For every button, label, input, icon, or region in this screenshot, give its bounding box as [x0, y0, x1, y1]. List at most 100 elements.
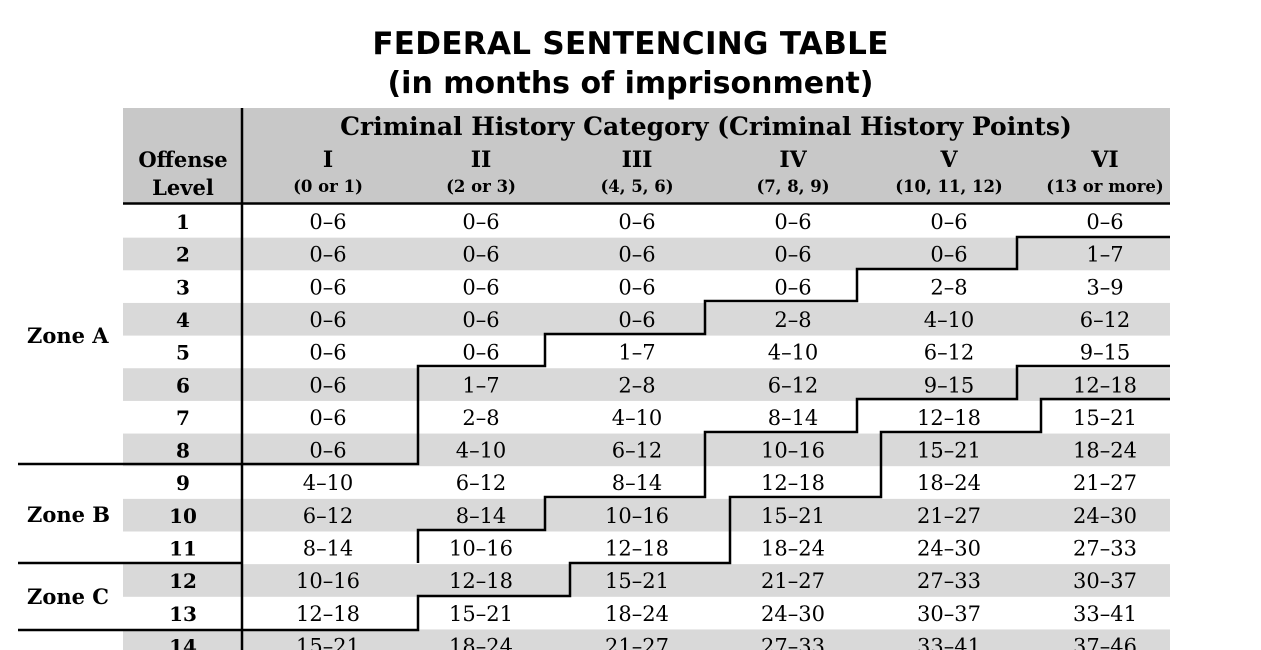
sentence-range-cell: 0–6 — [930, 243, 967, 267]
zone-label: Zone B — [27, 502, 110, 527]
sentence-range-cell: 0–6 — [618, 243, 655, 267]
sentence-range-cell: 0–6 — [618, 210, 655, 234]
sentence-range-cell: 0–6 — [774, 210, 811, 234]
sentence-range-cell: 0–6 — [309, 210, 346, 234]
sentence-range-cell: 18–24 — [761, 537, 825, 561]
sentence-range-cell: 10–16 — [605, 504, 669, 528]
sentence-range-cell: 0–6 — [1086, 210, 1123, 234]
table-row-stripe — [123, 564, 1170, 597]
sentence-range-cell: 0–6 — [930, 210, 967, 234]
sentence-range-cell: 0–6 — [774, 243, 811, 267]
category-heading: VI — [1090, 147, 1118, 173]
sentence-range-cell: 27–33 — [1073, 537, 1137, 561]
sentence-range-cell: 0–6 — [462, 341, 499, 365]
sentence-range-cell: 21–27 — [605, 634, 669, 650]
sentence-range-cell: 21–27 — [917, 504, 981, 528]
table-row-stripe — [123, 237, 1170, 271]
offense-level-cell: 7 — [176, 406, 190, 430]
category-points: (4, 5, 6) — [600, 177, 673, 196]
sentence-range-cell: 27–33 — [917, 569, 981, 593]
offense-level-cell: 6 — [176, 373, 190, 397]
sentence-range-cell: 21–27 — [761, 569, 825, 593]
sentence-range-cell: 1–7 — [618, 341, 655, 365]
sentence-range-cell: 0–6 — [774, 275, 811, 299]
category-points: (13 or more) — [1046, 177, 1163, 196]
sentence-range-cell: 9–15 — [1080, 341, 1131, 365]
table-header-background — [123, 108, 1170, 203]
offense-level-cell: 1 — [176, 210, 190, 234]
zone-c-boundary — [242, 397, 1170, 632]
offense-level-cell: 11 — [169, 537, 197, 561]
sentence-range-cell: 0–6 — [618, 308, 655, 332]
sentence-range-cell: 4–10 — [303, 471, 354, 495]
offense-level-heading: Level — [152, 175, 214, 200]
category-heading: III — [622, 147, 653, 173]
sentence-range-cell: 6–12 — [612, 439, 663, 463]
sentence-range-cell: 12–18 — [917, 406, 981, 430]
category-heading: V — [939, 147, 958, 173]
table-row-stripe — [123, 302, 1170, 336]
offense-level-cell: 9 — [176, 471, 190, 495]
sentence-range-cell: 0–6 — [309, 373, 346, 397]
table-row-stripe — [123, 629, 1170, 650]
sentence-range-cell: 6–12 — [1080, 308, 1131, 332]
offense-level-cell: 14 — [169, 634, 197, 650]
sentence-range-cell: 18–24 — [1073, 439, 1137, 463]
sentence-range-cell: 2–8 — [618, 373, 655, 397]
sentence-range-cell: 0–6 — [462, 243, 499, 267]
offense-level-cell: 8 — [176, 439, 190, 463]
sentence-range-cell: 0–6 — [309, 341, 346, 365]
sentence-range-cell: 24–30 — [1073, 504, 1137, 528]
sentence-range-cell: 12–18 — [1073, 373, 1137, 397]
sentence-range-cell: 0–6 — [462, 308, 499, 332]
zone-b-boundary — [416, 364, 1170, 563]
table-row-stripe — [123, 433, 1170, 467]
sentence-range-cell: 4–10 — [924, 308, 975, 332]
sentence-range-cell: 2–8 — [774, 308, 811, 332]
sentence-range-cell: 15–21 — [605, 569, 669, 593]
sentence-range-cell: 18–24 — [449, 634, 513, 650]
offense-level-cell: 13 — [169, 602, 197, 626]
sentence-range-cell: 10–16 — [761, 439, 825, 463]
page-subtitle: (in months of imprisonment) — [387, 66, 874, 101]
sentence-range-cell: 15–21 — [449, 602, 513, 626]
page-title: FEDERAL SENTENCING TABLE — [372, 26, 889, 62]
sentence-range-cell: 4–10 — [456, 439, 507, 463]
sentence-range-cell: 15–21 — [917, 439, 981, 463]
sentence-range-cell: 33–41 — [1073, 602, 1137, 626]
category-heading: IV — [779, 147, 807, 173]
category-points: (2 or 3) — [446, 177, 516, 196]
sentence-range-cell: 10–16 — [296, 569, 360, 593]
zone-label: Zone C — [27, 584, 109, 609]
sentence-range-cell: 27–33 — [761, 634, 825, 650]
sentence-range-cell: 15–21 — [761, 504, 825, 528]
sentence-range-cell: 6–12 — [303, 504, 354, 528]
zone-a-boundary — [242, 235, 1170, 466]
category-points: (7, 8, 9) — [756, 177, 829, 196]
sentence-range-cell: 6–12 — [924, 341, 975, 365]
sentence-range-cell: 18–24 — [917, 471, 981, 495]
offense-level-cell: 12 — [169, 569, 197, 593]
sentence-range-cell: 3–9 — [1086, 275, 1123, 299]
sentence-range-cell: 4–10 — [612, 406, 663, 430]
sentence-range-cell: 8–14 — [303, 537, 354, 561]
sentence-range-cell: 33–41 — [917, 634, 981, 650]
sentence-range-cell: 15–21 — [1073, 406, 1137, 430]
zone-label: Zone A — [27, 323, 109, 348]
sentence-range-cell: 12–18 — [449, 569, 513, 593]
sentence-range-cell: 1–7 — [1086, 243, 1123, 267]
offense-level-cell: 4 — [176, 308, 190, 332]
sentence-range-cell: 0–6 — [462, 275, 499, 299]
sentence-range-cell: 37–46 — [1073, 634, 1137, 650]
sentence-range-cell: 12–18 — [605, 537, 669, 561]
criminal-history-heading: Criminal History Category (Criminal Hist… — [340, 112, 1072, 141]
sentence-range-cell: 30–37 — [917, 602, 981, 626]
sentence-range-cell: 2–8 — [462, 406, 499, 430]
sentence-range-cell: 0–6 — [462, 210, 499, 234]
sentence-range-cell: 10–16 — [449, 537, 513, 561]
offense-level-cell: 3 — [176, 275, 190, 299]
offense-level-cell: 2 — [176, 243, 190, 267]
sentence-range-cell: 8–14 — [612, 471, 663, 495]
offense-level-heading: Offense — [138, 147, 227, 172]
